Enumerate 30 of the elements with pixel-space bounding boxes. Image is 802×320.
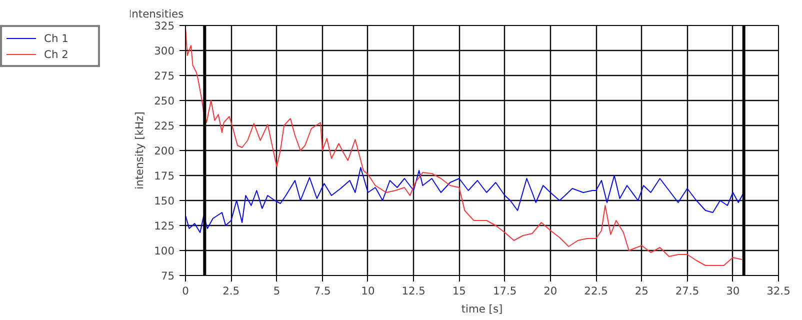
x-tick-label: 10 bbox=[361, 284, 375, 298]
x-tick-label: 27.5 bbox=[675, 284, 700, 298]
y-tick-label: 125 bbox=[154, 220, 175, 232]
y-axis-title: intensity [kHz] bbox=[133, 112, 146, 190]
y-tick-label: 150 bbox=[154, 194, 175, 208]
x-tick-label: 2.5 bbox=[222, 284, 240, 298]
x-tick-label: 22.5 bbox=[584, 284, 608, 298]
y-tick-label: 300 bbox=[154, 44, 175, 58]
y-tick-label: 200 bbox=[154, 144, 175, 158]
y-tick-label: 325 bbox=[154, 20, 175, 32]
x-tick-label: 32.5 bbox=[766, 284, 790, 298]
legend-label: Ch 2 bbox=[44, 48, 70, 60]
x-tick-label: 15 bbox=[452, 284, 466, 298]
x-tick-label: 12.5 bbox=[402, 284, 426, 298]
y-tick-label: 75 bbox=[160, 270, 175, 282]
x-axis-title: time [s] bbox=[461, 302, 503, 316]
x-tick-label: 17.5 bbox=[492, 284, 517, 298]
x-tick-label: 0 bbox=[182, 284, 190, 298]
x-tick-label: 25 bbox=[634, 284, 648, 298]
y-tick-label: 175 bbox=[154, 170, 175, 182]
y-tick-label: 100 bbox=[154, 244, 175, 258]
y-tick-label: 250 bbox=[154, 94, 175, 108]
legend-label: Ch 1 bbox=[44, 32, 70, 44]
x-tick-label: 20 bbox=[544, 284, 558, 298]
line-series bbox=[186, 167, 744, 233]
x-tick-label: 7.5 bbox=[314, 284, 331, 298]
x-tick-label: 30 bbox=[726, 284, 740, 298]
y-tick-label: 225 bbox=[154, 120, 175, 132]
x-tick-label: 5 bbox=[273, 284, 280, 298]
y-tick-label: 275 bbox=[154, 70, 175, 82]
